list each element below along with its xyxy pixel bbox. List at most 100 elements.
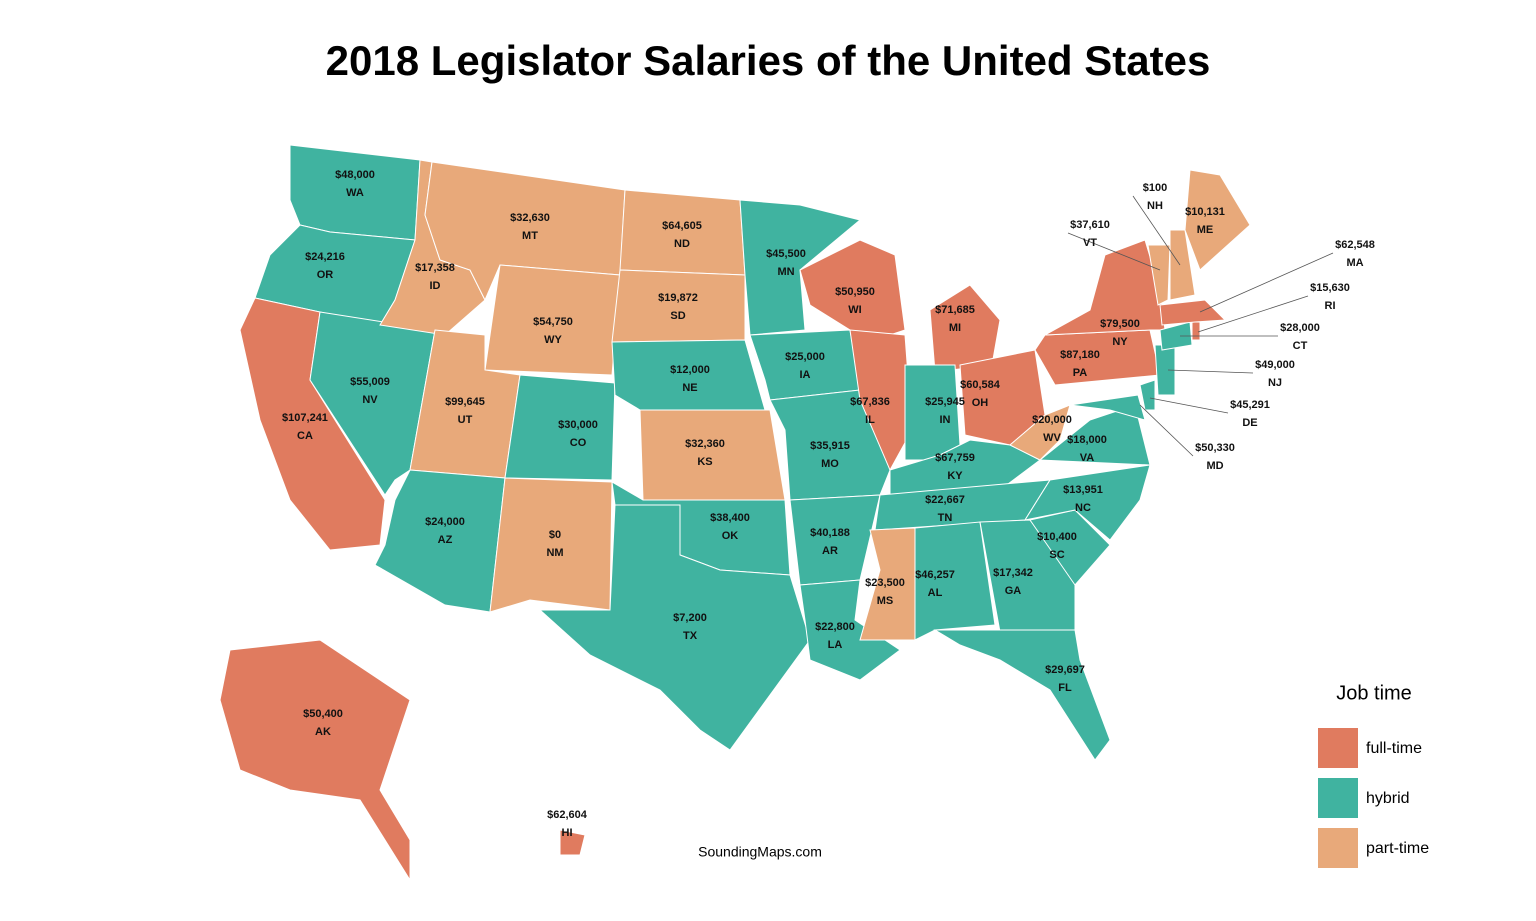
state [1023, 464, 1151, 541]
state [859, 527, 916, 641]
legend-label: hybrid [1366, 790, 1410, 807]
legend-label: part-time [1366, 840, 1429, 857]
state [849, 329, 913, 472]
state-abbr: OR [317, 269, 334, 281]
state-abbr: AR [822, 545, 838, 557]
salary-label: $10,400 [1037, 531, 1077, 543]
state-abbr: SC [1049, 549, 1064, 561]
salary-label: $17,358 [415, 262, 455, 274]
state [619, 189, 746, 276]
salary-label: $28,000 [1280, 322, 1320, 334]
state [611, 269, 746, 343]
salary-label: $30,000 [558, 419, 598, 431]
salary-label: $50,330 [1195, 442, 1235, 454]
state [1009, 404, 1071, 461]
state [489, 477, 613, 613]
salary-label: $55,009 [350, 376, 390, 388]
state-abbr: ME [1197, 224, 1214, 236]
state [933, 629, 1111, 761]
salary-label: $10,131 [1185, 206, 1225, 218]
state-abbr: WY [544, 334, 562, 346]
leader-line [1139, 404, 1194, 457]
state-abbr: FL [1058, 682, 1072, 694]
salary-label: $13,951 [1063, 484, 1103, 496]
salary-label: $22,800 [815, 621, 855, 633]
salary-label: $45,500 [766, 248, 806, 260]
salary-label: $18,000 [1067, 434, 1107, 446]
state-abbr: WI [848, 304, 861, 316]
state-abbr: AK [315, 726, 331, 738]
state [749, 329, 861, 401]
salary-label: $7,200 [673, 612, 707, 624]
state [504, 374, 616, 481]
state-abbr: VT [1083, 237, 1097, 249]
state [914, 521, 996, 641]
states [219, 144, 1251, 882]
state [1069, 394, 1146, 421]
salary-label: $20,000 [1032, 414, 1072, 426]
leader-line [1067, 232, 1161, 271]
title: 2018 Legislator Salaries of the United S… [326, 37, 1211, 84]
state [538, 504, 811, 751]
state-abbr: NJ [1268, 377, 1282, 389]
legend: full-time hybrid part-time [1318, 728, 1429, 868]
state-abbr: IN [940, 414, 951, 426]
salary-label: $48,000 [335, 169, 375, 181]
salary-label: $60,584 [960, 379, 1001, 391]
state-abbr: SD [670, 310, 685, 322]
salary-label: $37,610 [1070, 219, 1110, 231]
state-abbr: ID [430, 280, 441, 292]
legend-swatch [1318, 778, 1358, 818]
salary-label: $50,950 [835, 286, 875, 298]
salary-label: $35,915 [810, 440, 850, 452]
state-abbr: AL [928, 587, 943, 599]
state-abbr: CT [1293, 340, 1308, 352]
state-abbr: WA [346, 187, 364, 199]
state-abbr: MO [821, 458, 839, 470]
state-abbr: NH [1147, 200, 1163, 212]
salary-label: $15,630 [1310, 282, 1350, 294]
state-abbr: PA [1073, 367, 1088, 379]
salary-label: $62,548 [1335, 239, 1375, 251]
state-abbr: HI [562, 827, 573, 839]
credit: SoundingMaps.com [698, 844, 822, 860]
salary-label: $24,216 [305, 251, 345, 263]
state-abbr: NY [1112, 336, 1128, 348]
labels: $48,000 WA $24,216 OR $107,241 CA $55,009 NV $17… [282, 169, 1375, 839]
leader-line [1132, 195, 1181, 266]
salary-label: $46,257 [915, 569, 955, 581]
state-abbr: NC [1075, 502, 1091, 514]
salary-label: $17,342 [993, 567, 1033, 579]
leader-line [1197, 295, 1309, 333]
salary-label: $79,500 [1100, 318, 1140, 330]
state-abbr: NE [682, 382, 697, 394]
state [904, 364, 961, 461]
state-abbr: RI [1325, 300, 1336, 312]
state [1159, 321, 1193, 351]
state-abbr: MA [1346, 257, 1363, 269]
legend-swatch [1318, 728, 1358, 768]
state [799, 579, 901, 681]
state [219, 639, 411, 882]
salary-label: $62,604 [547, 809, 588, 821]
salary-label: $23,500 [865, 577, 905, 589]
salary-label: $49,000 [1255, 359, 1295, 371]
salary-label: $54,750 [533, 316, 573, 328]
state-abbr: TN [938, 512, 953, 524]
state [1147, 244, 1171, 306]
state-abbr: WV [1043, 432, 1061, 444]
salary-label: $32,630 [510, 212, 550, 224]
state-abbr: KS [697, 456, 712, 468]
salary-label: $99,645 [445, 396, 485, 408]
state [1191, 321, 1201, 341]
legend-swatch [1318, 828, 1358, 868]
leader-line [1149, 397, 1229, 414]
state-abbr: AZ [438, 534, 453, 546]
salary-label: $67,759 [935, 452, 975, 464]
salary-label: $87,180 [1060, 349, 1100, 361]
state [1184, 169, 1251, 271]
state [929, 284, 1001, 373]
salary-label: $29,697 [1045, 664, 1085, 676]
